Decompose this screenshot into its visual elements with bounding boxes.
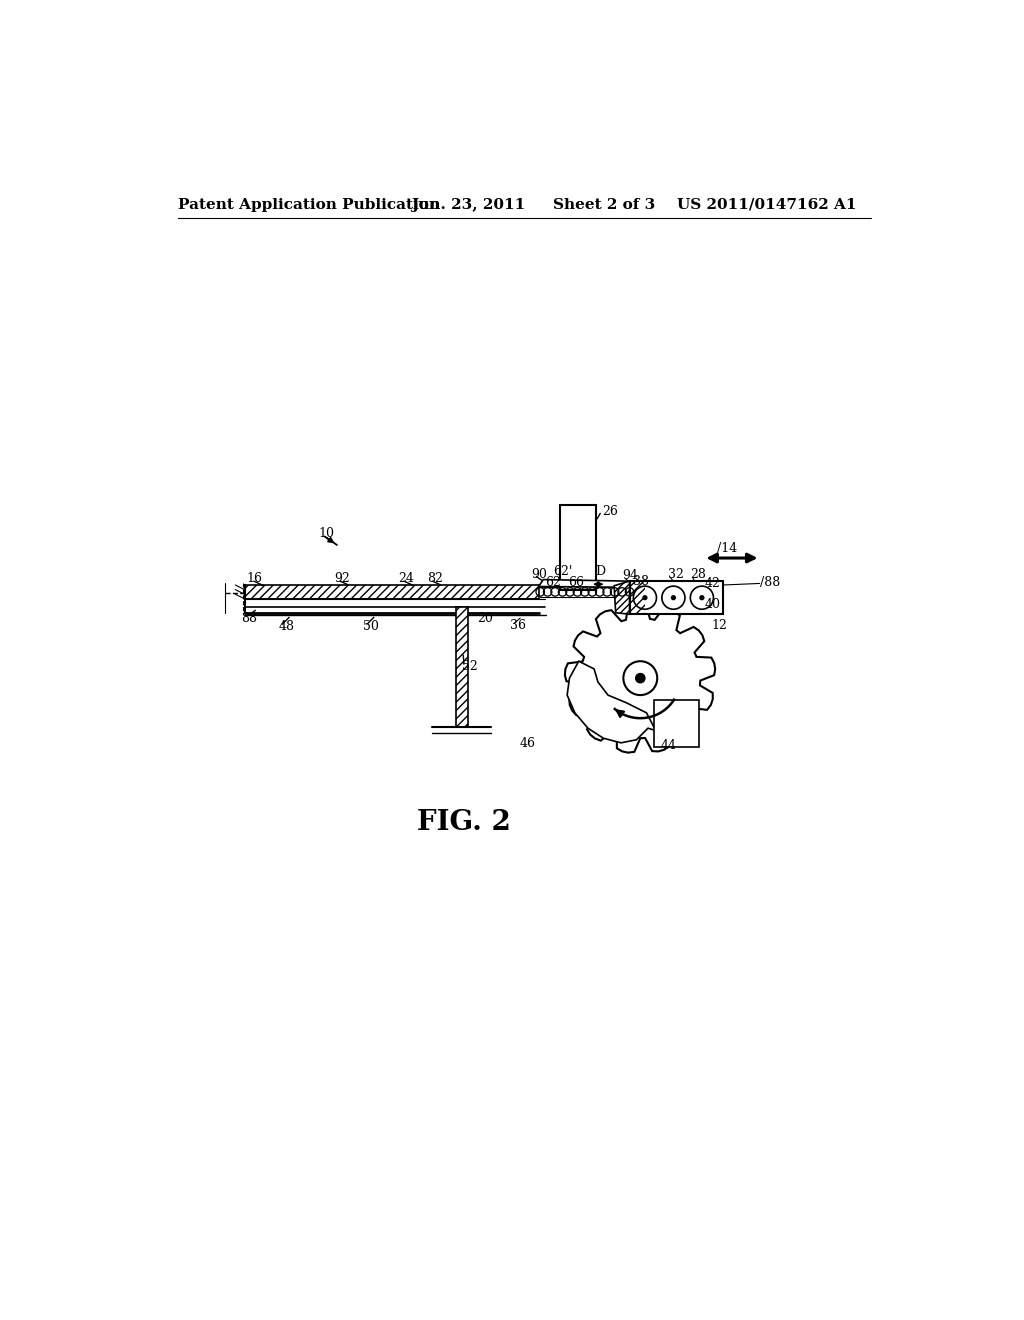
Text: 48: 48	[279, 620, 295, 634]
Text: Jun. 23, 2011: Jun. 23, 2011	[412, 198, 526, 211]
Text: US 2011/0147162 A1: US 2011/0147162 A1	[677, 198, 857, 211]
Bar	[245, 585, 539, 599]
Circle shape	[643, 595, 647, 599]
Text: 92: 92	[334, 573, 349, 585]
Text: 42: 42	[705, 577, 721, 590]
Text: 24: 24	[398, 573, 415, 585]
Text: 32: 32	[668, 569, 684, 582]
Text: 94: 94	[622, 569, 638, 582]
Text: FIG. 2: FIG. 2	[417, 809, 511, 836]
Polygon shape	[614, 581, 630, 614]
Text: /88: /88	[761, 576, 780, 589]
Polygon shape	[565, 603, 715, 752]
Text: 38: 38	[634, 574, 649, 587]
Bar	[630, 581, 645, 614]
Text: 20: 20	[477, 611, 493, 624]
Text: 62: 62	[546, 576, 561, 589]
Text: 90: 90	[531, 568, 547, 581]
Text: 26: 26	[602, 504, 617, 517]
Bar	[654, 700, 698, 747]
Text: 28: 28	[690, 569, 707, 582]
Text: Sheet 2 of 3: Sheet 2 of 3	[553, 198, 654, 211]
Bar	[560, 506, 596, 590]
Circle shape	[636, 673, 645, 682]
Circle shape	[672, 595, 676, 599]
Polygon shape	[567, 661, 655, 743]
Text: 52: 52	[462, 660, 477, 673]
Polygon shape	[539, 579, 630, 587]
Text: 16: 16	[246, 573, 262, 585]
Text: 40: 40	[705, 598, 721, 611]
Text: 88: 88	[242, 611, 257, 624]
Text: 44: 44	[660, 739, 676, 752]
Text: 12: 12	[711, 619, 727, 632]
Bar	[630, 581, 724, 614]
Text: D: D	[596, 565, 606, 578]
Text: 10: 10	[318, 527, 335, 540]
Text: 82: 82	[427, 573, 443, 585]
Text: 66: 66	[568, 576, 584, 589]
Text: 36: 36	[510, 619, 526, 632]
Text: /14: /14	[717, 543, 737, 556]
Bar	[456, 607, 468, 726]
Circle shape	[700, 595, 703, 599]
Text: Patent Application Publication: Patent Application Publication	[178, 198, 440, 211]
Bar	[245, 585, 539, 599]
Text: 62': 62'	[553, 565, 572, 578]
Text: 46: 46	[519, 737, 536, 750]
Text: 50: 50	[364, 620, 379, 634]
